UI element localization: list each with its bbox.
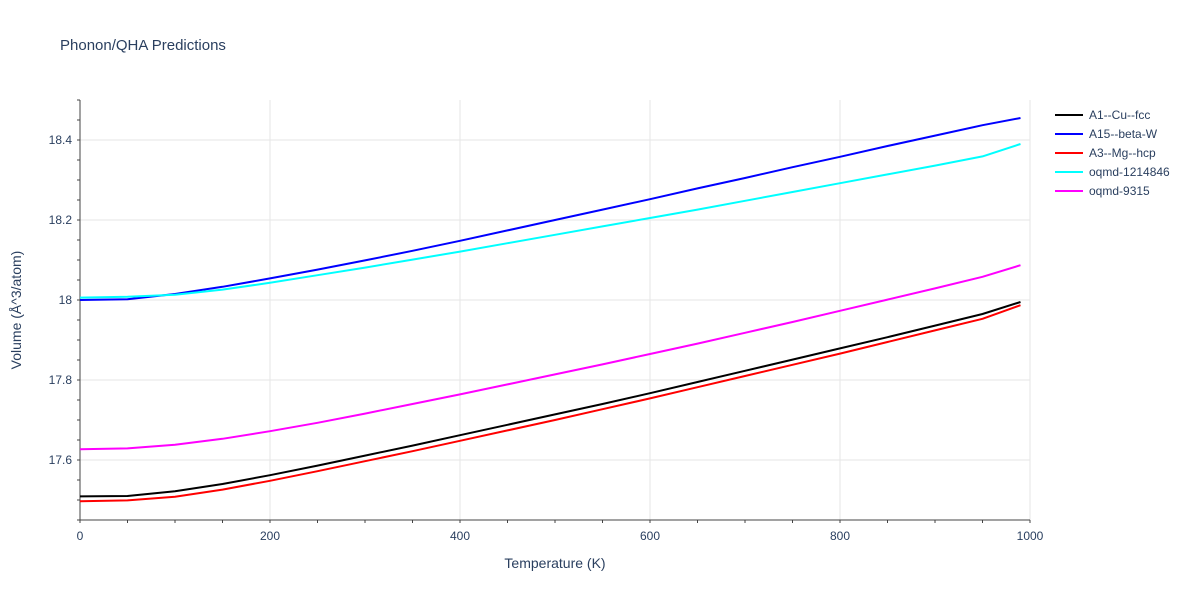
legend-label: A1--Cu--fcc xyxy=(1089,108,1150,122)
series-line-a3-mg-hcp xyxy=(79,304,1021,503)
legend-item[interactable]: oqmd-9315 xyxy=(1055,184,1150,198)
x-tick-label: 1000 xyxy=(1017,529,1044,543)
x-tick-label: 800 xyxy=(830,529,850,543)
legend[interactable]: A1--Cu--fcc A15--beta-W A3--Mg--hcp oqmd-12… xyxy=(1055,108,1170,198)
legend-item[interactable]: oqmd-1214846 xyxy=(1055,165,1170,179)
series-lines xyxy=(79,117,1021,503)
y-tick-label: 17.6 xyxy=(49,453,73,467)
chart-title: Phonon/QHA Predictions xyxy=(60,37,226,54)
legend-label: A15--beta-W xyxy=(1089,127,1158,141)
y-tick-label: 18 xyxy=(59,293,73,307)
y-tick-labels: 17.6 17.8 18 18.2 18.4 xyxy=(49,133,73,467)
y-axis-title: Volume (Å^3/atom) xyxy=(8,251,24,370)
series-line-a15-beta-w xyxy=(79,117,1021,301)
x-axis-title: Temperature (K) xyxy=(504,555,605,571)
y-tick-label: 18.2 xyxy=(49,213,73,227)
legend-item[interactable]: A15--beta-W xyxy=(1055,127,1158,141)
series-line-a1-cu-fcc xyxy=(79,301,1021,498)
series-line-oqmd-1214846 xyxy=(79,143,1021,299)
legend-item[interactable]: A3--Mg--hcp xyxy=(1055,146,1156,160)
legend-label: oqmd-9315 xyxy=(1089,184,1150,198)
x-tick-label: 200 xyxy=(260,529,280,543)
x-tick-label: 0 xyxy=(77,529,84,543)
legend-label: oqmd-1214846 xyxy=(1089,165,1170,179)
y-tick-label: 17.8 xyxy=(49,373,73,387)
series-line-oqmd-9315 xyxy=(79,264,1021,451)
y-tick-label: 18.4 xyxy=(49,133,73,147)
grid-lines xyxy=(80,100,1031,520)
legend-item[interactable]: A1--Cu--fcc xyxy=(1055,108,1150,122)
x-tick-label: 600 xyxy=(640,529,660,543)
x-tick-labels: 0 200 400 600 800 1000 xyxy=(77,529,1044,543)
axes xyxy=(77,99,1031,523)
legend-label: A3--Mg--hcp xyxy=(1089,146,1156,160)
x-tick-label: 400 xyxy=(450,529,470,543)
